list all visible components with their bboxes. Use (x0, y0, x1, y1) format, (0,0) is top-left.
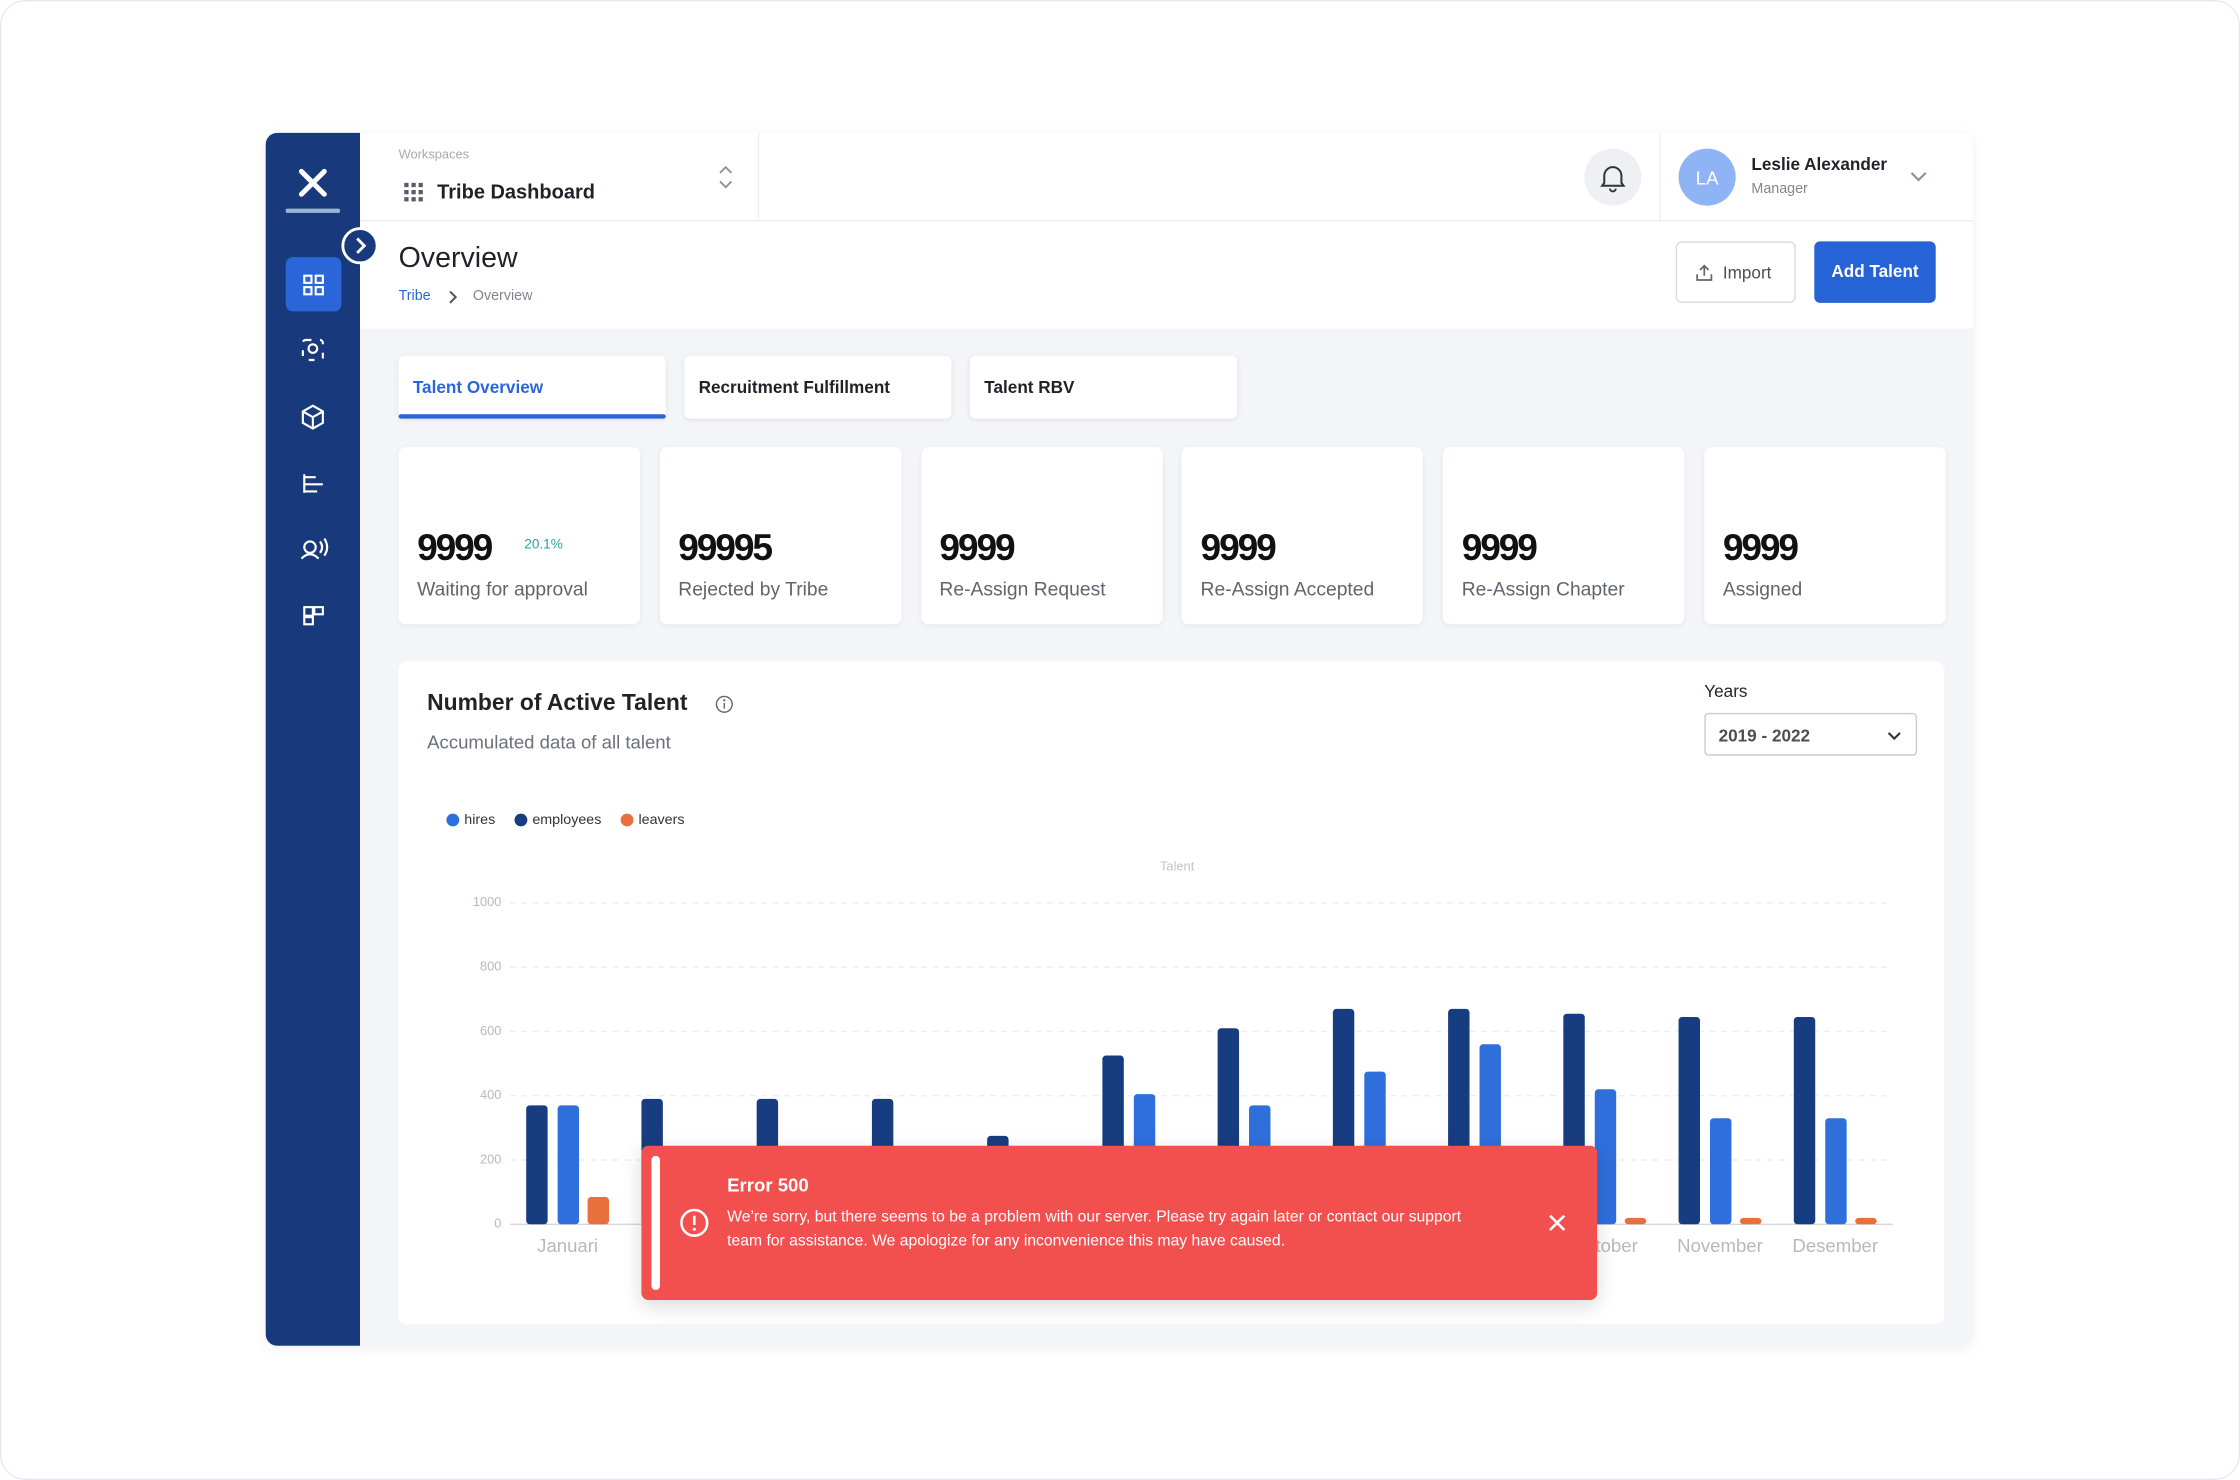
bar (1825, 1118, 1847, 1225)
legend-label: employees (532, 812, 601, 828)
y-tick-label: 200 (480, 1151, 501, 1166)
logo (298, 168, 327, 197)
stat-value: 9999 (939, 525, 1015, 569)
tab-indicator (398, 414, 666, 419)
y-tick-label: 800 (480, 959, 501, 974)
avatar-initials: LA (1695, 167, 1719, 189)
y-tick-label: 0 (494, 1216, 501, 1231)
stat-label: Re-Assign Request (939, 578, 1106, 600)
stat-label: Rejected by Tribe (678, 578, 829, 600)
user-name: Leslie Alexander (1751, 154, 1888, 175)
bar (587, 1196, 610, 1225)
bar (1709, 1118, 1732, 1225)
tab-label: Talent RBV (984, 377, 1075, 398)
toast-close[interactable] (1547, 1213, 1567, 1233)
workspace-label: Workspaces (398, 147, 470, 162)
header-divider (359, 219, 1973, 222)
stat-card: 9999 Re-Assign Chapter (1443, 447, 1685, 625)
expand-icon (356, 237, 367, 254)
bar (1793, 1016, 1816, 1225)
bar (1739, 1217, 1762, 1225)
tab-label: Recruitment Fulfillment (698, 377, 891, 398)
workspace-switch[interactable] (719, 165, 733, 189)
tab[interactable]: Talent RBV (969, 355, 1238, 419)
toast-accent (651, 1155, 660, 1290)
chart-title: Number of Active Talent (427, 691, 688, 716)
stat-value: 9999 (1722, 525, 1799, 569)
tab[interactable]: Recruitment Fulfillment (684, 355, 952, 419)
stat-label: Re-Assign Accepted (1200, 578, 1375, 600)
notification-button[interactable] (1584, 148, 1642, 206)
sidebar (265, 132, 360, 1346)
bell-icon (1600, 166, 1626, 193)
nav-active[interactable] (285, 257, 342, 312)
stat-value: 9999 (1461, 525, 1538, 569)
stat-value: 9999 (417, 525, 493, 569)
import-icon (1696, 264, 1713, 281)
breadcrumb-current: Overview (472, 288, 533, 305)
bar (1624, 1217, 1647, 1225)
legend-label: hires (464, 812, 495, 828)
stat-change: 20.1% (524, 537, 563, 553)
stat-label: Waiting for approval (417, 578, 588, 600)
chart-subtitle: Accumulated data of all talent (427, 731, 671, 753)
error-toast: Error 500 We’re sorry, but there seems t… (641, 1145, 1598, 1300)
stat-card: 9999 20.1% Waiting for approval (398, 447, 640, 625)
bar (557, 1105, 580, 1225)
x-tick-label: Januari (537, 1235, 598, 1256)
stat-card: 9999 Re-Assign Accepted (1181, 447, 1424, 625)
toast-title: Error 500 (727, 1174, 809, 1196)
workspace-name[interactable]: Tribe Dashboard (437, 179, 595, 203)
info-icon (715, 695, 733, 713)
year-dropdown[interactable]: 2019 - 2022 (1704, 712, 1918, 756)
stat-value: 99995 (678, 525, 773, 569)
legend-marker (446, 813, 460, 827)
stat-label: Re-Assign Chapter (1461, 578, 1625, 600)
breadcrumb-link[interactable]: Tribe (398, 288, 431, 305)
year-value: 2019 - 2022 (1718, 725, 1811, 746)
add-talent-button[interactable]: Add Talent (1814, 241, 1936, 303)
legend-marker (514, 813, 528, 827)
tab-label: Talent Overview (412, 377, 544, 398)
dropdown-icon (1887, 732, 1901, 741)
stat-card: 9999 Assigned (1704, 447, 1946, 625)
import-label: Import (1722, 262, 1772, 283)
bar (526, 1105, 548, 1225)
bar (1855, 1217, 1877, 1225)
stat-label: Assigned (1722, 578, 1803, 600)
breadcrumb-separator (449, 290, 458, 304)
y-tick-label: 600 (480, 1023, 501, 1038)
legend-marker (620, 813, 634, 827)
legend-label: leavers (638, 812, 684, 828)
avatar[interactable] (1678, 148, 1736, 206)
toast-icon (680, 1208, 709, 1237)
y-tick-label: 400 (480, 1087, 501, 1102)
user-menu[interactable] (1910, 172, 1927, 182)
bar (1678, 1016, 1700, 1225)
y-axis-title: Talent (1160, 859, 1195, 874)
y-tick-label: 1000 (473, 894, 502, 909)
bar (1594, 1089, 1617, 1225)
stat-value: 9999 (1200, 525, 1277, 569)
stat-card: 99995 Rejected by Tribe (659, 447, 902, 625)
x-tick-label: Desember (1792, 1235, 1878, 1256)
logo-caption (285, 208, 340, 213)
filter-label: Years (1704, 681, 1748, 702)
add-talent-label: Add Talent (1831, 261, 1919, 282)
stat-card: 9999 Re-Assign Request (920, 447, 1163, 625)
x-tick-label: November (1677, 1235, 1763, 1256)
tab[interactable]: Talent Overview (398, 355, 666, 419)
page-title: Overview (398, 242, 518, 275)
user-role: Manager (1751, 181, 1808, 198)
import-button[interactable]: Import (1675, 241, 1796, 303)
expand-button[interactable] (341, 227, 379, 265)
workspace-icon (404, 182, 423, 202)
toast-message: We’re sorry, but there seems to be a pro… (727, 1208, 1462, 1250)
nav-icons (300, 274, 329, 626)
